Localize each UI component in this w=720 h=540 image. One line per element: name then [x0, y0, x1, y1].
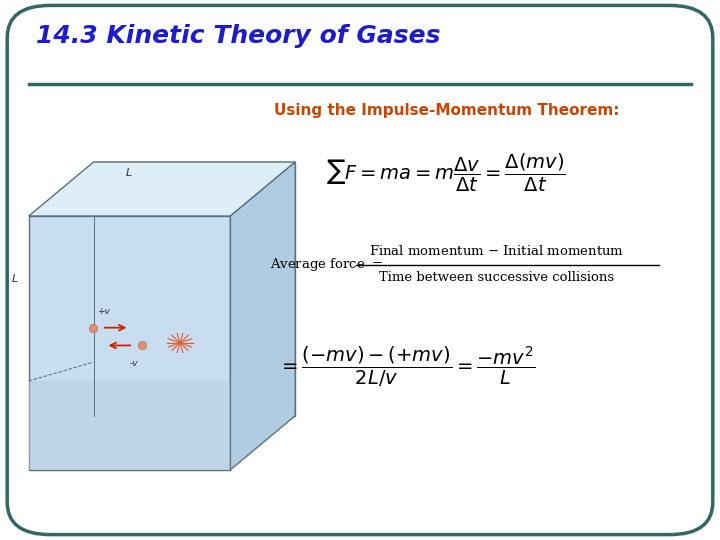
Polygon shape: [29, 381, 230, 470]
Text: Using the Impulse-Momentum Theorem:: Using the Impulse-Momentum Theorem:: [274, 103, 619, 118]
Text: $\sum F = ma = m\dfrac{\Delta v}{\Delta t} = \dfrac{\Delta(mv)}{\Delta t}$: $\sum F = ma = m\dfrac{\Delta v}{\Delta …: [326, 152, 567, 194]
Text: Time between successive collisions: Time between successive collisions: [379, 271, 614, 284]
Text: L: L: [12, 274, 18, 285]
Polygon shape: [29, 216, 230, 470]
Polygon shape: [230, 162, 295, 470]
Text: -v: -v: [130, 359, 138, 368]
Text: 14.3 Kinetic Theory of Gases: 14.3 Kinetic Theory of Gases: [36, 24, 441, 48]
Text: Final momentum $-$ Initial momentum: Final momentum $-$ Initial momentum: [369, 244, 624, 258]
Text: L: L: [126, 168, 132, 178]
Text: +v: +v: [97, 307, 109, 316]
Polygon shape: [94, 162, 295, 416]
FancyBboxPatch shape: [7, 5, 713, 535]
Polygon shape: [29, 162, 295, 216]
Text: Average force $=$: Average force $=$: [270, 256, 382, 273]
Text: $= \dfrac{(-mv)-(+mv)}{2L/v} = \dfrac{-mv^2}{L}$: $= \dfrac{(-mv)-(+mv)}{2L/v} = \dfrac{-m…: [278, 345, 536, 389]
